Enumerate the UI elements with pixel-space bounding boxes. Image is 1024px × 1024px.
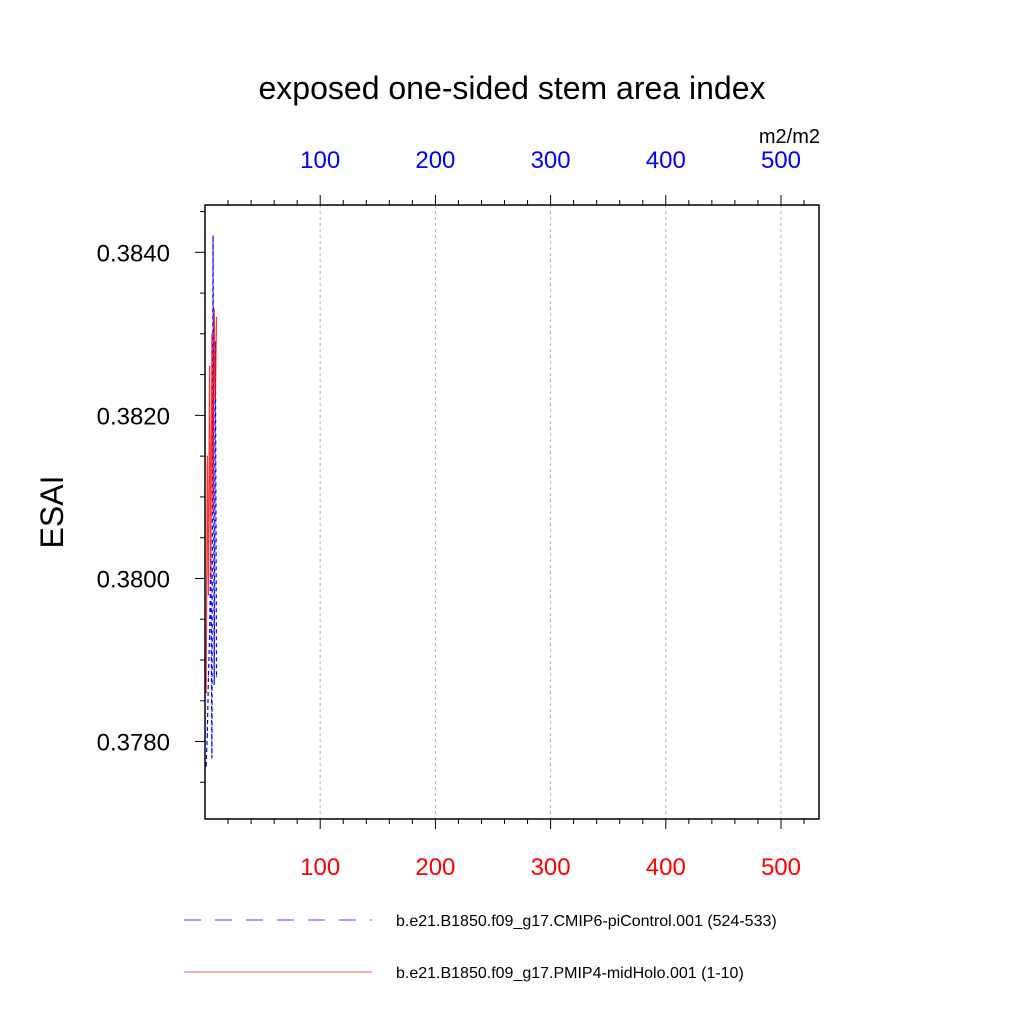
y-tick-label: 0.3800 bbox=[97, 566, 170, 593]
series-point bbox=[214, 398, 216, 400]
x-top-tick-label: 200 bbox=[415, 147, 455, 174]
series-line-midholo bbox=[205, 309, 218, 693]
x-bottom-tick-label: 100 bbox=[300, 854, 340, 881]
x-bottom-tick-label: 200 bbox=[415, 854, 455, 881]
series-point bbox=[212, 235, 214, 237]
legend-label-picontrol: b.e21.B1850.f09_g17.CMIP6-piControl.001 … bbox=[396, 913, 777, 930]
y-tick-label: 0.3840 bbox=[97, 240, 170, 267]
series-point bbox=[209, 634, 211, 637]
legend-label-midholo: b.e21.B1850.f09_g17.PMIP4-midHolo.001 (1… bbox=[396, 965, 744, 982]
plot-frame bbox=[204, 204, 820, 820]
series-point bbox=[210, 577, 212, 580]
series-lines bbox=[205, 235, 218, 767]
series-point bbox=[213, 308, 215, 310]
units-label: m2/m2 bbox=[759, 126, 820, 148]
series-point bbox=[211, 757, 213, 759]
series-point bbox=[215, 675, 218, 677]
series-point bbox=[205, 692, 207, 694]
legend: b.e21.B1850.f09_g17.CMIP6-piControl.001 … bbox=[184, 913, 777, 982]
series-line-picontrol bbox=[205, 235, 218, 767]
chart-title: exposed one-sided stem area index bbox=[259, 70, 766, 106]
series-point bbox=[211, 333, 213, 335]
y-axis-label: ESAI bbox=[34, 476, 70, 549]
series-point bbox=[205, 765, 207, 767]
x-top-tick-label: 300 bbox=[531, 147, 571, 174]
y-tick-label: 0.3820 bbox=[97, 403, 170, 430]
series-point bbox=[206, 455, 208, 457]
series-point bbox=[207, 594, 210, 596]
axis-ticks bbox=[195, 195, 805, 829]
y-tick-label: 0.3780 bbox=[97, 730, 170, 757]
tick-labels: 0.3780 0.3800 0.3820 0.3840 100 100 200 200 300 3… bbox=[97, 147, 801, 881]
series-point bbox=[213, 683, 215, 686]
x-top-tick-label: 400 bbox=[646, 147, 686, 174]
grid-lines bbox=[319, 205, 782, 819]
series-point bbox=[209, 365, 211, 368]
x-bottom-tick-label: 500 bbox=[761, 854, 801, 881]
series-point bbox=[212, 512, 214, 514]
series-point bbox=[207, 675, 210, 677]
x-bottom-tick-label: 300 bbox=[531, 854, 571, 881]
series-point bbox=[206, 732, 208, 734]
x-bottom-tick-label: 400 bbox=[646, 854, 686, 881]
x-top-tick-label: 500 bbox=[761, 147, 801, 174]
x-top-tick-label: 100 bbox=[300, 147, 340, 174]
series-point bbox=[215, 316, 218, 319]
